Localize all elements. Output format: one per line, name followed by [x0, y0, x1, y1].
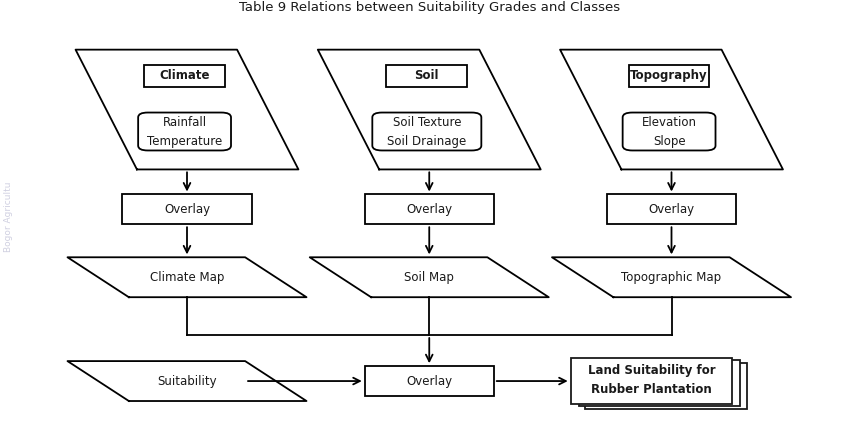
- Text: Table 9 Relations between Suitability Grades and Classes: Table 9 Relations between Suitability Gr…: [239, 1, 620, 14]
- Text: Bogor Agricultu: Bogor Agricultu: [4, 182, 13, 252]
- Text: Rainfall
Temperature: Rainfall Temperature: [147, 115, 222, 148]
- Text: Suitability: Suitability: [157, 375, 217, 388]
- Text: Climate Map: Climate Map: [150, 271, 224, 284]
- Text: Climate: Climate: [159, 69, 210, 82]
- Polygon shape: [67, 361, 307, 401]
- Text: Overlay: Overlay: [649, 203, 694, 216]
- Polygon shape: [552, 257, 791, 297]
- FancyBboxPatch shape: [623, 112, 716, 151]
- Bar: [607, 194, 736, 224]
- Bar: [365, 194, 494, 224]
- Text: Overlay: Overlay: [164, 203, 210, 216]
- FancyBboxPatch shape: [139, 112, 231, 151]
- Text: Topographic Map: Topographic Map: [621, 271, 722, 284]
- Text: Topography: Topography: [630, 69, 708, 82]
- Text: Soil Texture
Soil Drainage: Soil Texture Soil Drainage: [388, 115, 467, 148]
- Polygon shape: [76, 49, 298, 169]
- Polygon shape: [67, 257, 307, 297]
- FancyBboxPatch shape: [372, 112, 481, 151]
- Text: Land Suitability for
Rubber Plantation: Land Suitability for Rubber Plantation: [587, 364, 715, 396]
- Text: Overlay: Overlay: [406, 203, 452, 216]
- Polygon shape: [560, 49, 783, 169]
- Bar: [144, 65, 225, 87]
- Polygon shape: [309, 257, 549, 297]
- Text: Soil: Soil: [415, 69, 439, 82]
- Bar: [122, 194, 252, 224]
- Text: Overlay: Overlay: [406, 375, 452, 388]
- Bar: [579, 361, 740, 406]
- Bar: [387, 65, 468, 87]
- Bar: [570, 358, 732, 404]
- Polygon shape: [318, 49, 541, 169]
- Bar: [365, 366, 494, 396]
- Bar: [629, 65, 710, 87]
- Text: Elevation
Slope: Elevation Slope: [642, 115, 697, 148]
- Bar: [585, 363, 746, 409]
- Text: Soil Map: Soil Map: [405, 271, 454, 284]
